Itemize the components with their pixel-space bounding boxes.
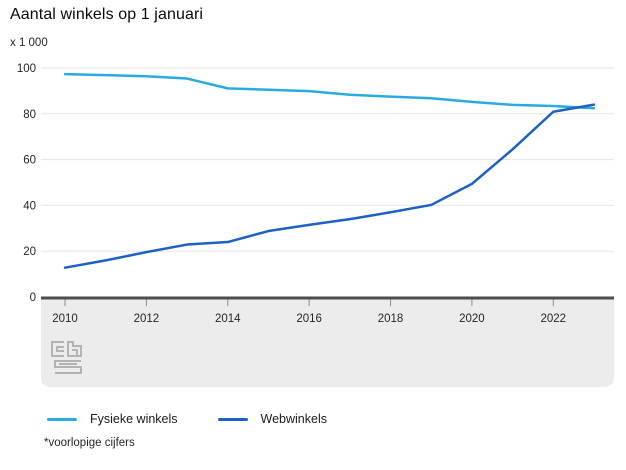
y-tick-label: 60 [23,155,36,167]
chart-title: Aantal winkels op 1 januari [10,6,204,23]
line-chart: 0 20 40 60 80 100 2010 2012 2014 2016 2018 2020 2022 [17,63,614,387]
cbs-logo-b [67,341,82,357]
x-tick-label: 2020 [459,313,485,325]
cbs-logo [51,341,82,374]
legend-label-fysieke-winkels: Fysieke winkels [90,412,178,426]
y-tick-label: 0 [30,292,36,304]
series-line-fysieke-winkels [63,72,596,110]
legend-key-webwinkels [217,417,248,421]
cbs-logo-c [51,341,64,357]
x-tick-label: 2022 [540,313,566,325]
series-line-webwinkels [63,103,596,269]
cbs-logo-s [54,360,82,374]
legend-key-fysieke-winkels [47,417,77,421]
legend-item-fysieke-winkels: Fysieke winkels [47,412,178,426]
x-tick-label: 2016 [296,313,322,325]
y-axis-unit-label: x 1 000 [10,37,48,49]
y-tick-label: 80 [23,109,36,121]
x-tick-label: 2012 [134,313,160,325]
x-axis-band [41,299,614,387]
legend: Fysieke winkels Webwinkels [47,412,327,426]
legend-label-webwinkels: Webwinkels [260,412,327,426]
footnote: *voorlopige cijfers [44,437,135,449]
legend-item-webwinkels: Webwinkels [217,412,327,426]
x-tick-label: 2010 [52,313,78,325]
y-tick-label: 100 [17,63,36,75]
y-tick-label: 20 [23,246,36,258]
x-tick-label: 2018 [378,313,404,325]
x-tick-label: 2014 [215,313,241,325]
y-tick-label: 40 [23,200,36,212]
